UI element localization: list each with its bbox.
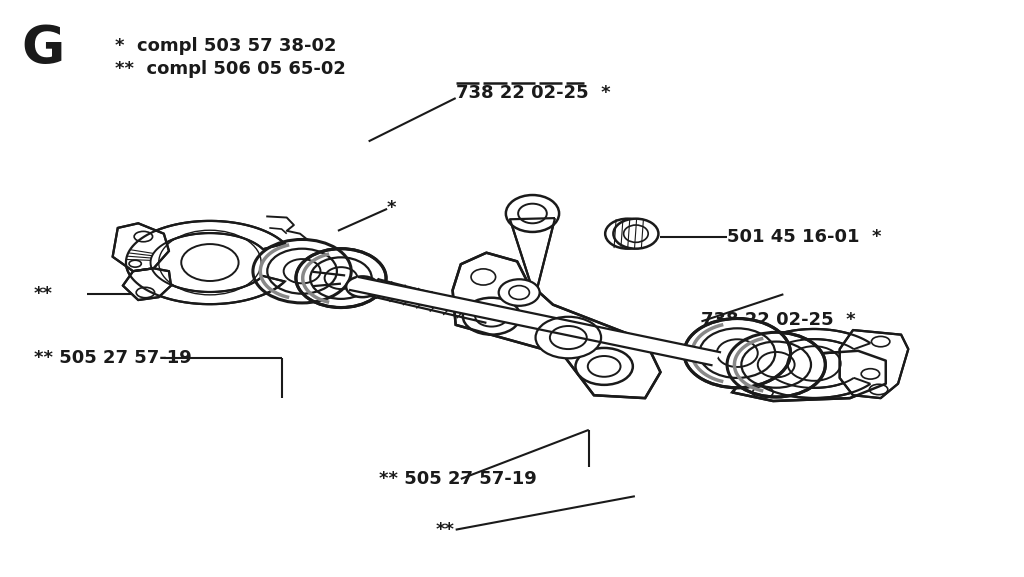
Text: *  compl 503 57 38-02: * compl 503 57 38-02 [115, 37, 336, 55]
Polygon shape [744, 329, 870, 398]
Polygon shape [349, 277, 721, 365]
Ellipse shape [684, 319, 791, 388]
Ellipse shape [499, 279, 540, 306]
Ellipse shape [605, 219, 650, 249]
Text: ** 505 27 57-19: ** 505 27 57-19 [34, 349, 191, 367]
Polygon shape [113, 223, 169, 271]
Text: **  compl 506 05 65-02: ** compl 506 05 65-02 [115, 60, 345, 78]
Polygon shape [126, 221, 285, 304]
Text: 738 22 02-25  *: 738 22 02-25 * [701, 311, 856, 329]
Ellipse shape [613, 219, 658, 249]
Polygon shape [453, 253, 660, 398]
Ellipse shape [536, 317, 601, 358]
Ellipse shape [575, 348, 633, 385]
Ellipse shape [346, 276, 379, 297]
Polygon shape [123, 268, 171, 300]
Text: **: ** [435, 520, 455, 539]
Text: ** 505 27 57-19: ** 505 27 57-19 [379, 470, 537, 488]
Polygon shape [364, 279, 497, 323]
Text: 501 45 16-01  *: 501 45 16-01 * [727, 227, 882, 246]
Text: 738 22 02-25  *: 738 22 02-25 * [456, 84, 610, 103]
Text: *: * [387, 198, 396, 217]
Ellipse shape [727, 332, 825, 397]
Polygon shape [840, 330, 908, 398]
Ellipse shape [506, 195, 559, 232]
Polygon shape [732, 351, 886, 401]
Text: **: ** [34, 285, 53, 304]
Text: G: G [22, 23, 65, 75]
Ellipse shape [463, 298, 520, 335]
Ellipse shape [296, 249, 386, 308]
Polygon shape [510, 218, 555, 293]
